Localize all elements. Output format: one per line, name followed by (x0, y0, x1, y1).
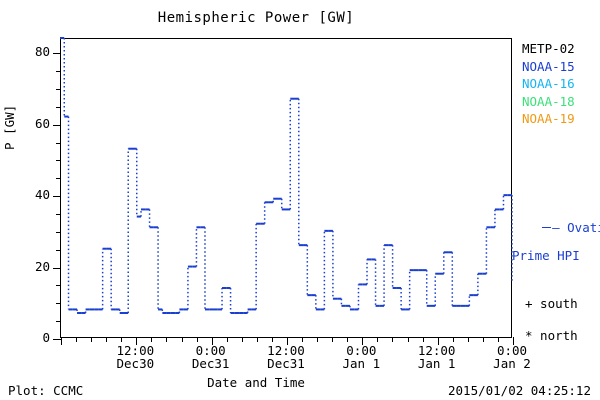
ovation-line-marker (542, 227, 552, 228)
x-axis-minor-tick (347, 337, 349, 342)
y-axis-major-tick (53, 196, 61, 198)
x-axis-major-tick (211, 337, 213, 345)
ovation-label-line2: Prime HPI (512, 248, 580, 263)
x-axis-minor-tick (151, 337, 153, 342)
y-axis-minor-tick (56, 160, 61, 162)
x-axis-minor-tick (332, 337, 334, 342)
x-axis-tick-date: Jan 1 (417, 356, 456, 371)
y-axis-major-tick (53, 339, 61, 340)
x-axis-minor-tick (392, 337, 394, 342)
y-axis-tick-label: 40 (34, 187, 50, 203)
x-axis-tick-date: Jan 2 (493, 356, 531, 371)
y-axis-minor-tick (56, 178, 61, 180)
x-axis-minor-tick (166, 337, 168, 342)
x-axis-tick-time: 12:00 (417, 343, 456, 358)
x-axis-minor-tick (91, 337, 93, 342)
x-axis-tick-time: 12:00 (116, 343, 155, 358)
y-axis-minor-tick (56, 89, 61, 90)
x-axis-minor-tick (196, 337, 198, 342)
x-axis-tick-date: Dec30 (116, 356, 155, 371)
x-axis-minor-tick (317, 337, 319, 342)
y-axis-minor-tick (56, 142, 61, 144)
x-axis-tick-time: 12:00 (267, 343, 305, 358)
legend: METP-02 NOAA-15 NOAA-16 NOAA-18 NOAA-19 (522, 40, 575, 128)
x-axis-tick-label: 12:00 Jan 1 (397, 344, 477, 370)
y-axis-minor-tick (56, 321, 61, 323)
x-axis-major-tick (136, 337, 138, 345)
x-axis-minor-tick (452, 337, 454, 342)
x-axis-tick-label: 0:00 Jan 1 (321, 344, 401, 370)
legend-entry-metp-02: METP-02 (522, 41, 575, 56)
x-axis-minor-tick (407, 337, 409, 342)
x-axis-minor-tick (106, 337, 108, 342)
y-axis-tick-label: 60 (34, 115, 50, 131)
y-axis-major-tick (53, 124, 61, 126)
x-axis-tick-time: 0:00 (496, 343, 528, 358)
x-axis-tick-date: Dec31 (191, 356, 230, 371)
ovation-label-line1: — Ovation (552, 220, 600, 235)
x-axis-tick-label: 0:00 Jan 2 (472, 344, 552, 370)
x-axis-minor-tick (497, 337, 499, 342)
x-axis-major-tick (287, 337, 288, 345)
y-axis-major-tick (53, 267, 61, 269)
x-axis-major-tick (513, 337, 514, 345)
x-axis-tick-label: 12:00 Dec31 (246, 344, 326, 370)
x-axis-tick-date: Jan 1 (342, 356, 381, 371)
y-axis-minor-tick (56, 303, 61, 305)
x-axis-major-tick (61, 337, 62, 345)
x-axis-minor-tick (377, 337, 379, 342)
x-axis-label: Date and Time (207, 375, 305, 390)
x-axis-major-tick (437, 337, 439, 345)
x-axis-minor-tick (302, 337, 304, 342)
y-axis-minor-tick (56, 71, 61, 73)
chart-title: Hemispheric Power [GW] (157, 10, 355, 26)
plot-frame (53, 38, 514, 345)
legend-entry-noaa-19: NOAA-19 (522, 111, 575, 126)
x-axis-minor-tick (226, 337, 228, 342)
x-axis-minor-tick (422, 337, 424, 342)
x-axis-minor-tick (76, 337, 78, 342)
y-axis-minor-tick (56, 249, 61, 251)
y-axis-major-tick (53, 53, 61, 55)
x-axis-major-tick (362, 337, 364, 345)
y-axis-tick-label: 80 (34, 44, 50, 60)
legend-entry-noaa-16: NOAA-16 (522, 76, 575, 91)
south-marker-legend: + south (525, 296, 578, 311)
y-axis-minor-tick (56, 231, 61, 233)
x-axis-minor-tick (181, 337, 183, 342)
y-axis-minor-tick (56, 214, 61, 215)
x-axis-tick-time: 0:00 (346, 343, 377, 358)
legend-entry-noaa-18: NOAA-18 (522, 93, 575, 109)
timestamp-text: 2015/01/02 04:25:12 (448, 383, 591, 398)
x-axis-minor-tick (241, 337, 243, 342)
ovation-prime-annotation: — Ovation Prime HPI (512, 207, 600, 277)
x-axis-minor-tick (271, 337, 273, 342)
x-axis-tick-label: 12:00 Dec30 (95, 344, 175, 370)
legend-entry-noaa-15: NOAA-15 (522, 58, 575, 74)
x-axis-tick-date: Dec31 (267, 356, 305, 371)
x-axis-minor-tick (256, 337, 258, 342)
y-axis-tick-label: 20 (34, 258, 50, 274)
y-axis-tick-label: 0 (42, 330, 50, 345)
x-axis-tick-time: 0:00 (195, 343, 226, 358)
plot-source-text: Plot: CCMC (8, 383, 84, 398)
y-axis-minor-tick (56, 285, 61, 287)
y-axis-minor-tick (56, 106, 61, 108)
x-axis-tick-label: 0:00 Dec31 (171, 344, 251, 370)
x-axis-minor-tick (467, 337, 469, 342)
north-marker-legend: * north (525, 328, 578, 343)
x-axis-minor-tick (121, 337, 123, 342)
x-axis-minor-tick (482, 337, 484, 342)
